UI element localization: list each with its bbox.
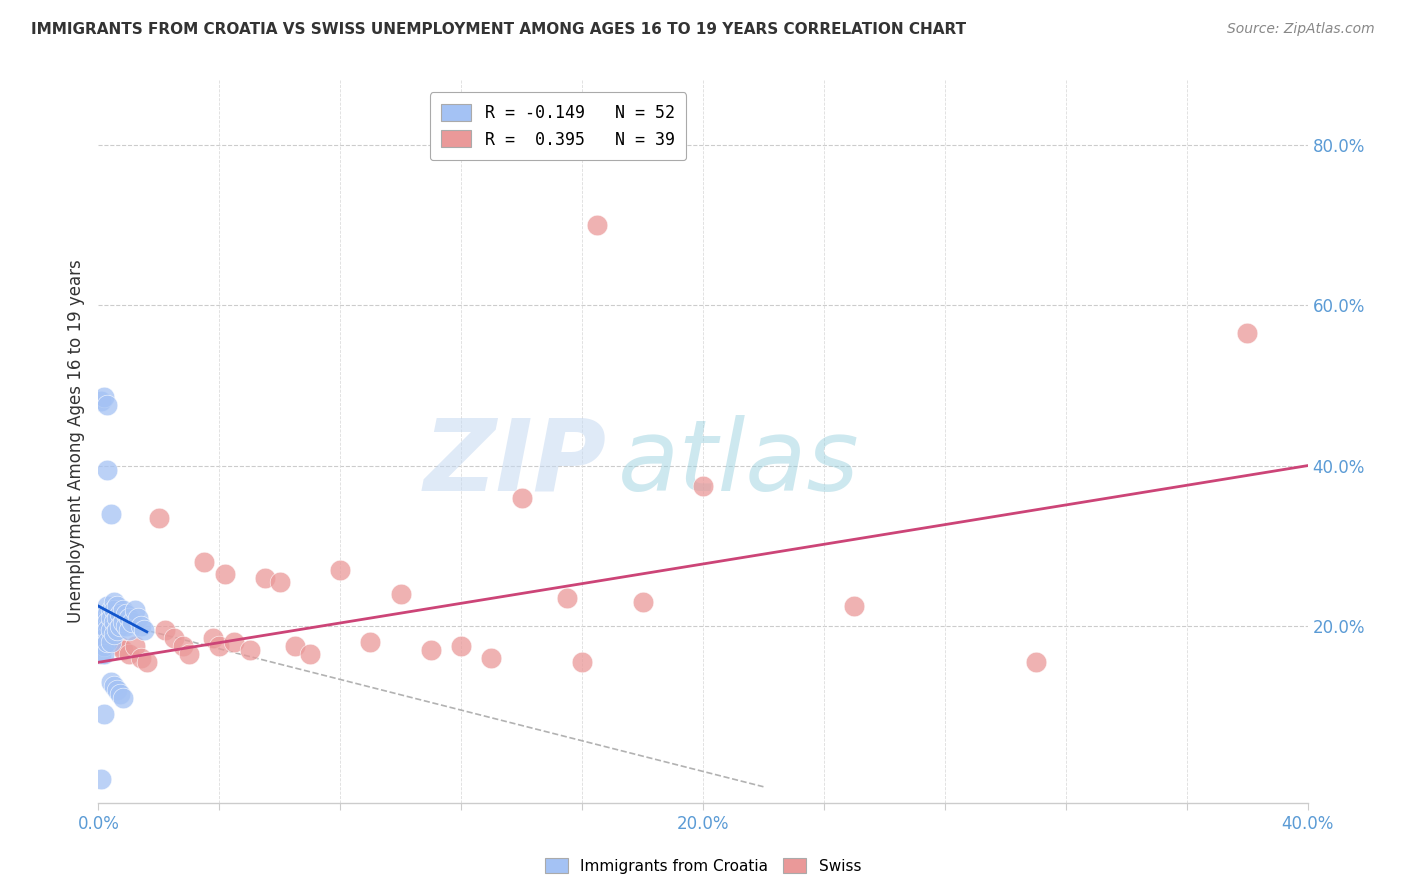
Point [124,639,146,653]
Point [179,648,201,662]
Point [103,603,125,617]
Point [90,648,112,662]
Point [93,615,115,630]
Point [127,611,149,625]
Point [284,639,307,653]
Text: ZIP: ZIP [423,415,606,512]
Point [96,607,118,621]
Point [510,491,533,505]
Point [111,691,134,706]
Legend: Immigrants from Croatia, Swiss: Immigrants from Croatia, Swiss [538,852,868,880]
Point [105,611,128,625]
Point [103,627,125,641]
Point [100,611,122,625]
Point [103,615,125,630]
Point [108,687,131,701]
Point [93,623,115,637]
Point [108,607,131,621]
Point [148,510,170,524]
Point [153,623,176,637]
Point [93,707,115,722]
Point [253,571,276,585]
Point [111,603,134,617]
Point [96,623,118,637]
Point [1024,655,1046,669]
Point [103,595,125,609]
Point [132,623,155,637]
Point [108,639,131,653]
Point [90,619,112,633]
Point [100,635,122,649]
Point [100,507,122,521]
Point [135,655,157,669]
Point [100,675,122,690]
Point [571,655,593,669]
Point [96,599,118,614]
Point [193,555,215,569]
Point [269,574,291,589]
Point [111,615,134,630]
Y-axis label: Unemployment Among Ages 16 to 19 years: Unemployment Among Ages 16 to 19 years [66,260,84,624]
Point [163,632,186,646]
Point [93,391,115,405]
Point [129,619,152,633]
Text: Source: ZipAtlas.com: Source: ZipAtlas.com [1227,22,1375,37]
Point [214,567,236,582]
Point [111,643,134,657]
Point [105,623,128,637]
Point [96,615,118,630]
Point [172,639,194,653]
Point [93,632,115,646]
Point [90,394,112,409]
Point [100,623,122,637]
Point [844,599,866,614]
Point [555,591,578,606]
Point [129,651,152,665]
Point [631,595,654,609]
Point [93,632,115,646]
Text: atlas: atlas [619,415,860,512]
Point [108,619,131,633]
Point [420,643,443,657]
Point [118,648,141,662]
Point [586,218,609,232]
Point [96,635,118,649]
Point [93,607,115,621]
Point [114,619,136,633]
Point [114,607,136,621]
Point [90,639,112,653]
Point [105,683,128,698]
Text: IMMIGRANTS FROM CROATIA VS SWISS UNEMPLOYMENT AMONG AGES 16 TO 19 YEARS CORRELAT: IMMIGRANTS FROM CROATIA VS SWISS UNEMPLO… [31,22,966,37]
Point [360,635,382,649]
Point [329,563,352,577]
Legend: R = -0.149   N = 52, R =  0.395   N = 39: R = -0.149 N = 52, R = 0.395 N = 39 [430,92,686,161]
Point [121,615,143,630]
Point [90,623,112,637]
Point [202,632,225,646]
Point [239,643,262,657]
Point [118,623,141,637]
Point [124,603,146,617]
Point [692,478,714,492]
Point [481,651,503,665]
Point [96,462,118,476]
Point [389,587,412,601]
Point [93,639,115,653]
Point [103,680,125,694]
Point [96,623,118,637]
Point [105,599,128,614]
Point [1236,326,1258,341]
Point [224,635,246,649]
Point [208,639,231,653]
Point [90,632,112,646]
Point [90,772,112,786]
Point [100,603,122,617]
Point [299,648,322,662]
Point [103,635,125,649]
Point [93,648,115,662]
Point [96,398,118,412]
Point [118,611,141,625]
Point [450,639,472,653]
